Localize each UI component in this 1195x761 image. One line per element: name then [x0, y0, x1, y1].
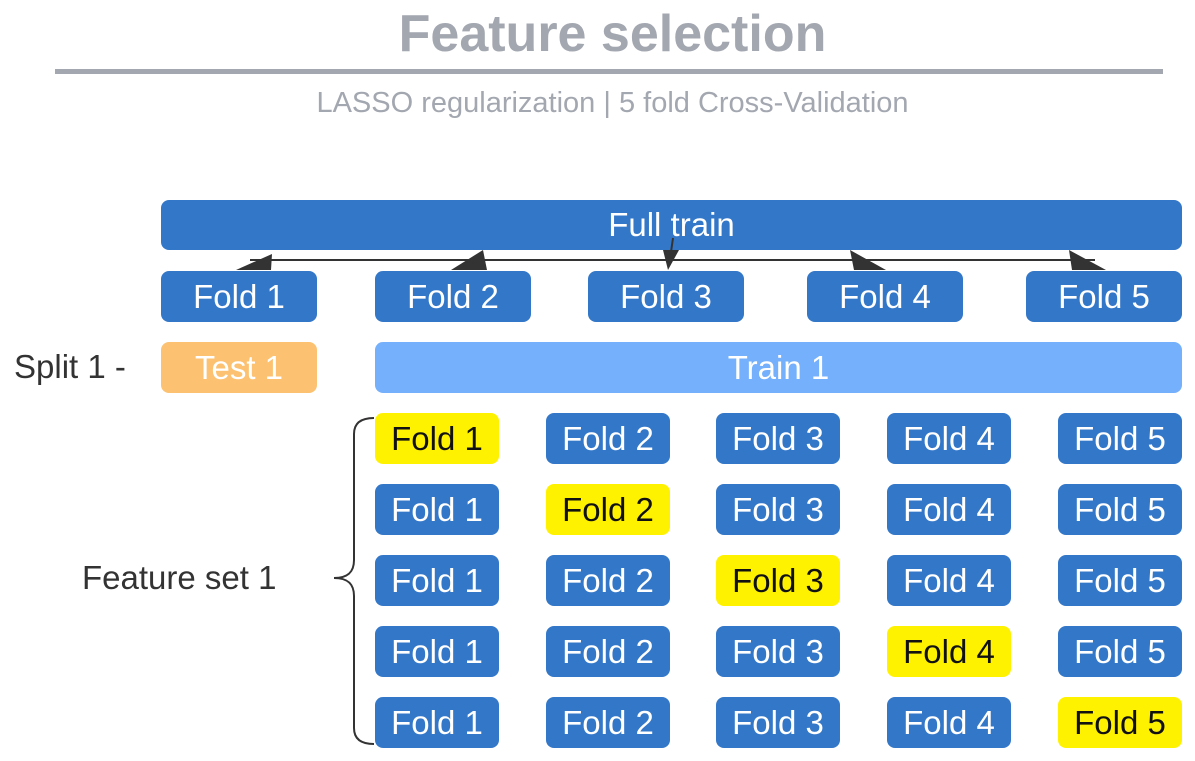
- grid-fold-r2-c2: Fold 2: [546, 484, 670, 535]
- title-divider: [55, 69, 1163, 74]
- grid-fold-r1-c1: Fold 1: [375, 413, 499, 464]
- grid-fold-r3-c5: Fold 5: [1058, 555, 1182, 606]
- fold-label: Fold 3: [732, 490, 824, 528]
- full-train-label: Full train: [608, 206, 735, 243]
- arrowhead-fold-2: [451, 250, 487, 270]
- page-subtitle: LASSO regularization | 5 fold Cross-Vali…: [316, 87, 909, 119]
- fold-label: Fold 3: [620, 277, 712, 315]
- grid-fold-r3-c4: Fold 4: [887, 555, 1011, 606]
- fold-label: Fold 3: [732, 419, 824, 457]
- arrowhead-fold-3: [663, 250, 679, 270]
- fold-label: Fold 1: [193, 277, 285, 315]
- fold-label: Fold 5: [1074, 632, 1166, 670]
- fold-label: Fold 1: [391, 561, 483, 599]
- fold-label: Fold 2: [562, 703, 654, 741]
- fold-label: Fold 5: [1074, 703, 1166, 741]
- grid-fold-r2-c5: Fold 5: [1058, 484, 1182, 535]
- fold-label: Fold 4: [903, 419, 995, 457]
- grid-fold-r5-c4: Fold 4: [887, 697, 1011, 748]
- grid-fold-r2-c4: Fold 4: [887, 484, 1011, 535]
- test-label: Test 1: [194, 348, 284, 386]
- train-box: Train 1: [375, 342, 1182, 393]
- fold-label: Fold 4: [903, 490, 995, 528]
- fold-label: Fold 2: [562, 561, 654, 599]
- fold-label: Fold 2: [562, 490, 654, 528]
- fold-label: Fold 1: [391, 632, 483, 670]
- grid-fold-r2-c1: Fold 1: [375, 484, 499, 535]
- grid-fold-r4-c2: Fold 2: [546, 626, 670, 677]
- grid-fold-r5-c2: Fold 2: [546, 697, 670, 748]
- feature-set-label: Feature set 1: [82, 559, 277, 596]
- fold-box-1: Fold 1: [161, 271, 317, 322]
- fold-label: Fold 4: [903, 703, 995, 741]
- fold-label: Fold 5: [1058, 277, 1150, 315]
- grid-fold-r4-c1: Fold 1: [375, 626, 499, 677]
- grid-fold-r1-c5: Fold 5: [1058, 413, 1182, 464]
- grid-fold-r3-c1: Fold 1: [375, 555, 499, 606]
- test-box: Test 1: [161, 342, 317, 393]
- grid-fold-r5-c1: Fold 1: [375, 697, 499, 748]
- grid-fold-r4-c4: Fold 4: [887, 626, 1011, 677]
- train-label: Train 1: [727, 348, 830, 386]
- grid-fold-r1-c2: Fold 2: [546, 413, 670, 464]
- fold-label: Fold 1: [391, 703, 483, 741]
- feature-set-brace: [333, 417, 375, 745]
- arrowhead-fold-5: [1069, 250, 1106, 270]
- fold-label: Fold 3: [732, 561, 824, 599]
- grid-fold-r1-c3: Fold 3: [716, 413, 840, 464]
- fold-label: Fold 4: [903, 632, 995, 670]
- grid-fold-r3-c3: Fold 3: [716, 555, 840, 606]
- arrowhead-fold-1: [236, 254, 272, 270]
- fold-box-4: Fold 4: [807, 271, 963, 322]
- fold-box-5: Fold 5: [1026, 271, 1182, 322]
- grid-fold-r4-c5: Fold 5: [1058, 626, 1182, 677]
- fold-label: Fold 2: [407, 277, 499, 315]
- grid-fold-r5-c5: Fold 5: [1058, 697, 1182, 748]
- fold-label: Fold 3: [732, 703, 824, 741]
- fold-box-3: Fold 3: [588, 271, 744, 322]
- fold-label: Fold 5: [1074, 561, 1166, 599]
- fold-label: Fold 2: [562, 632, 654, 670]
- fold-label: Fold 2: [562, 419, 654, 457]
- page-title: Feature selection: [398, 5, 827, 63]
- split-label: Split 1 -: [14, 348, 126, 385]
- grid-fold-r5-c3: Fold 3: [716, 697, 840, 748]
- fold-box-2: Fold 2: [375, 271, 531, 322]
- fold-label: Fold 5: [1074, 419, 1166, 457]
- arrowhead-fold-4: [850, 250, 886, 270]
- fold-label: Fold 5: [1074, 490, 1166, 528]
- grid-fold-r4-c3: Fold 3: [716, 626, 840, 677]
- fold-label: Fold 3: [732, 632, 824, 670]
- grid-fold-r2-c3: Fold 3: [716, 484, 840, 535]
- fold-label: Fold 1: [391, 490, 483, 528]
- fold-label: Fold 1: [391, 419, 483, 457]
- fold-label: Fold 4: [839, 277, 931, 315]
- fold-label: Fold 4: [903, 561, 995, 599]
- grid-fold-r1-c4: Fold 4: [887, 413, 1011, 464]
- grid-fold-r3-c2: Fold 2: [546, 555, 670, 606]
